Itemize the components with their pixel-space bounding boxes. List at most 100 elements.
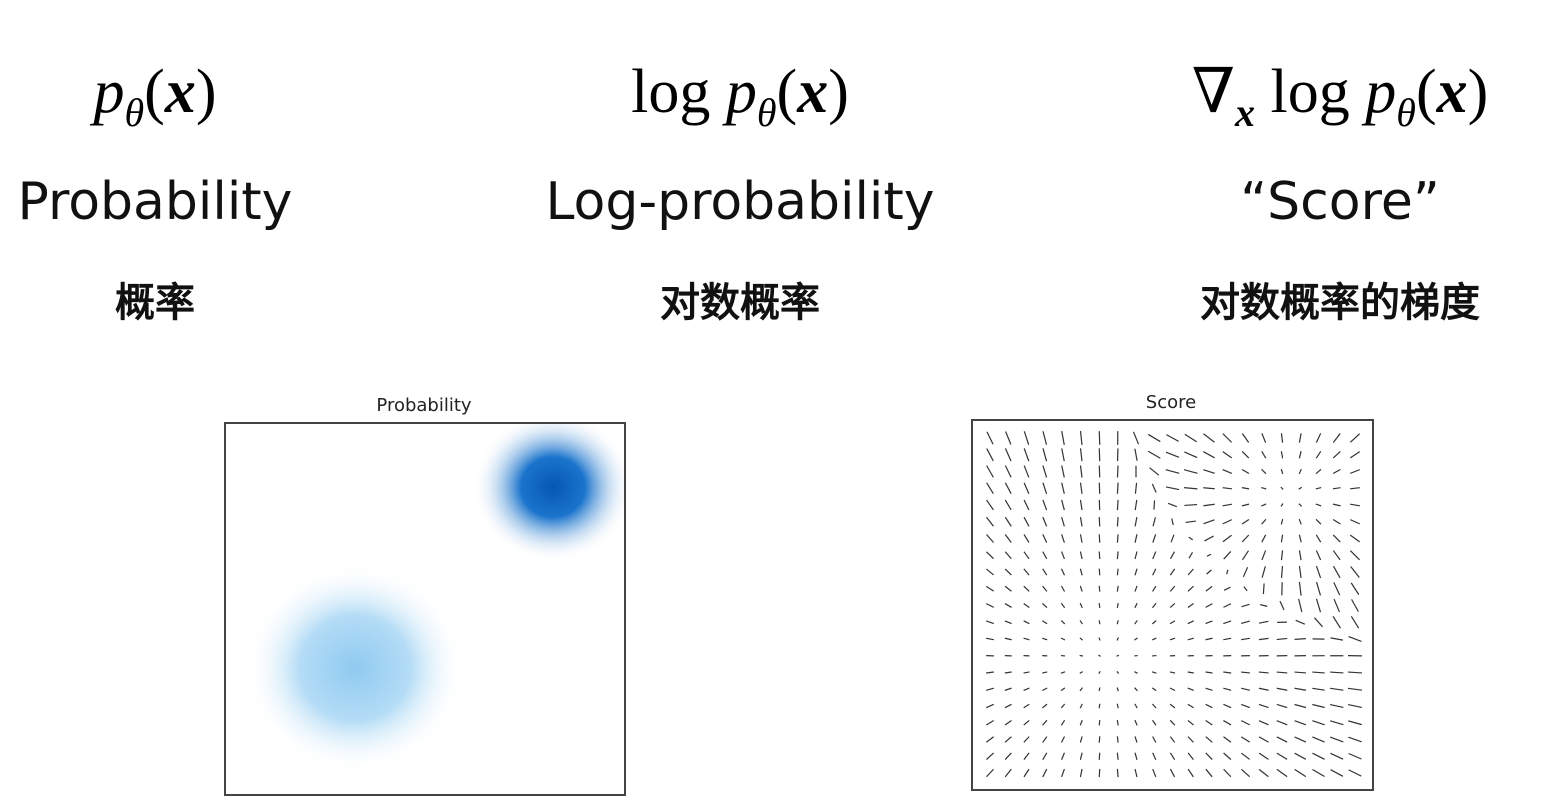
arrow [986,431,994,445]
arrow [1240,768,1251,778]
arrow [1116,637,1120,641]
arrow [1060,602,1066,609]
arrow [1223,637,1232,641]
arrow [1258,752,1269,760]
arrow [1169,687,1176,692]
arrow [1023,602,1030,609]
arrow [1187,637,1194,641]
arrow [1349,433,1361,443]
arrow [1098,687,1101,692]
arrow [1315,550,1322,561]
arrow [1276,720,1288,726]
arrow [1134,499,1138,511]
arrow [1023,516,1030,527]
arrow [1205,687,1213,691]
arrow [1262,583,1265,595]
arrow [1004,671,1012,674]
arrow [1314,617,1323,628]
arrow [1023,448,1030,462]
arrow [986,620,994,625]
arrow [1332,503,1341,507]
arrow [1205,637,1213,641]
arrow [1241,503,1250,507]
arrow [1023,568,1030,576]
arrow [1294,687,1307,691]
arrow [1042,516,1048,527]
arrow [1315,534,1322,543]
arrow [1187,620,1194,625]
arrow [1315,503,1322,507]
arrow [1004,736,1012,743]
arrow [1351,599,1359,612]
arrow [1298,581,1302,596]
arrow [1330,703,1344,709]
arrow [1298,565,1302,579]
formula-part: θ [125,90,145,135]
arrow [1350,503,1360,507]
arrow [1134,752,1138,760]
arrow [1098,585,1101,592]
arrow [1004,465,1012,478]
panel-frame [224,422,626,796]
arrow [1116,551,1119,560]
arrow [1241,468,1250,475]
arrow [1152,768,1157,778]
arrow [1170,534,1175,543]
arrow [1042,687,1048,692]
arrow [1276,637,1288,641]
arrow [986,534,994,543]
arrow [1061,534,1065,543]
arrow [1298,503,1303,507]
arrow [986,637,994,641]
arrow [1116,620,1119,625]
formula-part: p [1361,58,1396,126]
density-image [245,424,624,773]
arrow [1312,703,1325,709]
formula: ∇x log pθ(x) [1192,58,1489,135]
arrow [1329,736,1344,743]
arrow [1042,465,1048,478]
arrow [1061,448,1065,462]
arrow [1004,752,1012,760]
arrow [986,465,994,478]
arrow [1116,534,1119,543]
arrow [1241,433,1250,443]
arrow [1205,736,1213,743]
arrow [1079,703,1083,709]
arrow [1222,503,1233,507]
arrow [1004,768,1012,778]
arrow [1060,637,1066,641]
formula-part: x [1436,58,1468,126]
arrow [1134,534,1138,543]
arrow [1134,768,1138,778]
arrow [1184,451,1198,459]
arrow [1042,768,1048,778]
arrow [1060,752,1066,760]
arrow [1116,687,1119,692]
arrow [1243,586,1248,592]
arrow [1205,719,1213,726]
arrow [1116,465,1119,478]
arrow [1042,736,1048,743]
arrow [1349,550,1361,561]
arrow [1042,620,1048,625]
arrow [1060,736,1066,743]
arrow [1203,487,1215,490]
arrow [1222,534,1232,543]
arrow [1060,687,1066,692]
arrow [1258,768,1269,778]
arrow [1349,451,1361,459]
arrow [1079,499,1083,511]
formula-part: ) [828,58,849,126]
arrow [1023,431,1030,445]
arrow [1276,703,1288,709]
arrow [1134,703,1138,709]
arrow [1098,637,1101,641]
formula-part: x [796,58,828,126]
arrow [1116,752,1119,760]
arrow [1151,483,1157,493]
arrow [1042,637,1048,641]
arrow [1276,687,1288,691]
arrow [1098,568,1101,576]
arrow [1004,687,1012,691]
